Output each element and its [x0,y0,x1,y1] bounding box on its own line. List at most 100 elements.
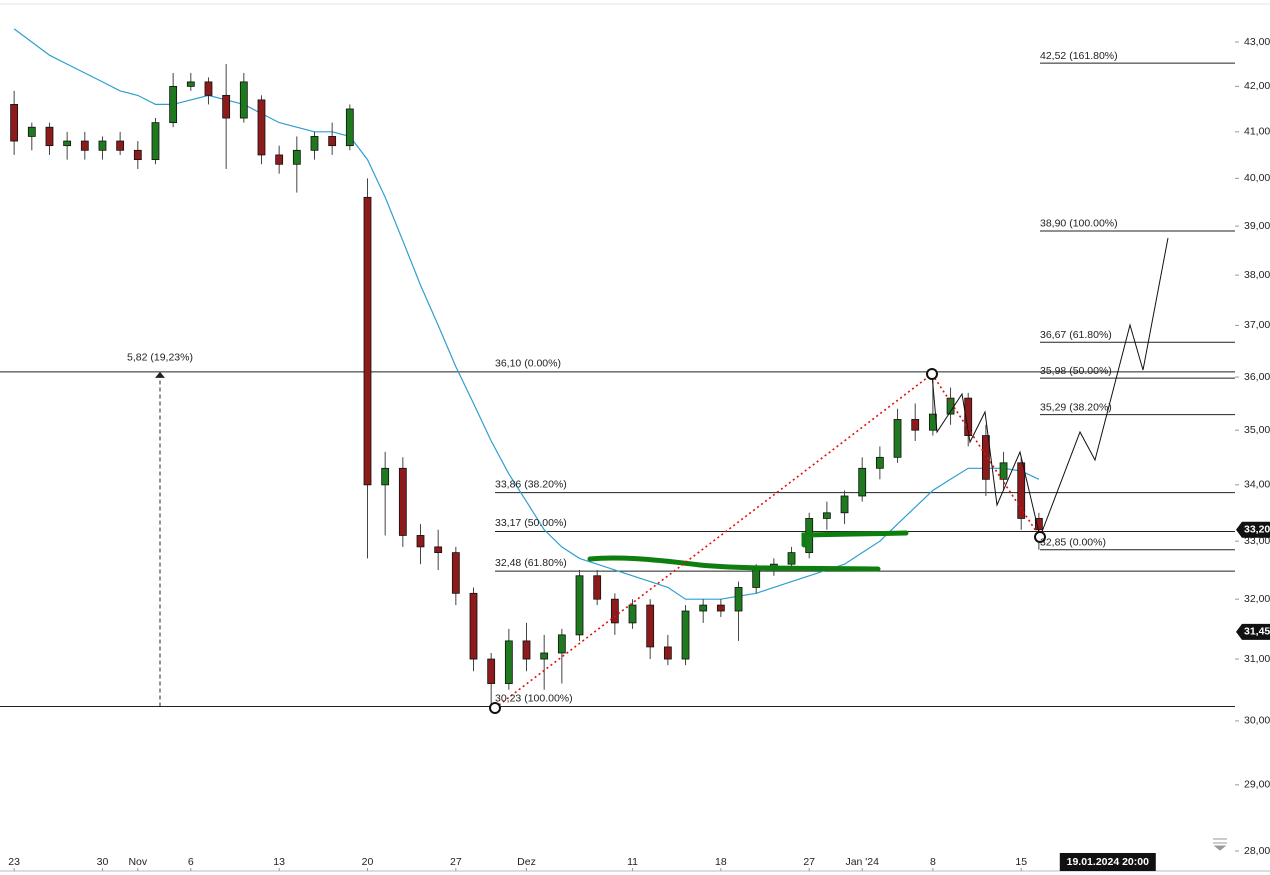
candle-body [328,136,337,147]
fib-label: 36,10 (0.00%) [495,358,561,370]
x-tick-label: Dez [517,856,536,868]
candle-body [540,652,549,660]
fib-label: 33,17 (50.00%) [495,517,567,529]
candle-body [593,575,602,600]
candle-body [1017,462,1026,519]
fib-label: 42,52 (161.80%) [1040,50,1118,62]
x-tick-label: 18 [715,856,727,868]
pivot [489,702,501,714]
candle-body [63,140,72,147]
pivot [1034,531,1046,543]
y-tick-label: 32,00 [1244,593,1270,605]
candle-body [345,108,354,147]
y-tick-label: 35,00 [1244,424,1270,436]
freehand-mark [587,555,881,572]
candle-body [292,149,301,165]
candle-body [45,126,54,147]
x-tick-label: 15 [1015,856,1027,868]
y-tick-label: 43,00 [1244,36,1270,48]
x-tick-label: 30 [97,856,109,868]
candle-body [186,81,195,87]
y-tick-label: 39,00 [1244,220,1270,232]
x-tick-label: 11 [627,856,638,868]
candle-body [575,575,584,636]
candle-body [416,535,425,548]
fib-label: 36,67 (61.80%) [1040,329,1112,341]
price-tag-label: 33,20 [1244,524,1270,536]
plot [0,28,1235,707]
pivot [926,368,938,380]
moving-average [13,28,1040,600]
zigzag [931,373,1041,538]
candle-body [699,604,708,612]
fib-label: 35,29 (38.20%) [1040,401,1112,413]
candle-body [893,419,902,458]
candle-body [133,149,142,161]
x-tick-label: 6 [188,856,194,868]
candle-body [381,467,390,486]
fib-label: 38,90 (100.00%) [1040,218,1118,230]
y-tick-label: 29,00 [1244,779,1270,791]
candle-body [504,640,513,684]
candle-body [257,99,266,156]
candle-body [752,569,761,588]
candle-body [858,467,867,497]
candle-body [716,604,725,612]
fib-label: 32,48 (61.80%) [495,557,567,569]
fib-label: 30,23 (100.00%) [495,692,573,704]
y-tick-label: 38,00 [1244,269,1270,281]
candle-body [80,140,89,151]
axes: 43,00 42,00 41,00 40,00 39,00 38,00 37,00 36,00… [8,36,1270,871]
candle-body [116,140,125,151]
y-tick-label: 37,00 [1244,319,1270,331]
projection [1039,237,1169,538]
candle-body [487,658,496,684]
y-tick-label: 28,00 [1244,845,1270,857]
candle-body [222,94,231,119]
pivot-line [494,372,1041,709]
price-tag-label: 31,45 [1244,626,1270,638]
candle-body [522,640,531,660]
candle-body [469,592,478,660]
candle-body [840,495,849,514]
candle-body [822,512,831,519]
candle-body [275,154,284,165]
y-tick-label: 40,00 [1244,172,1270,184]
price-tag [1236,623,1270,640]
candle-body [27,126,36,137]
x-tick-label: 27 [450,856,462,868]
x-tick-label: Jan '24 [845,856,879,868]
candle-body [964,397,973,436]
x-tick-label: 23 [8,856,20,868]
x-tick-label: Nov [128,856,147,868]
candle-body [981,435,990,480]
cursor-box [1059,853,1156,871]
y-tick-label: 41,00 [1244,126,1270,138]
fib-label: 33,86 (38.20%) [495,478,567,490]
candle-body [999,462,1008,480]
y-tick-label: 42,00 [1244,80,1270,92]
candle-body [875,456,884,469]
y-tick-label: 31,00 [1244,653,1270,665]
candle-body [628,604,637,624]
cursor-label: 19.01.2024 20:00 [1067,856,1149,868]
candle-body [310,136,319,151]
candle-body [734,587,743,612]
fib-label: 32,85 (0.00%) [1040,537,1106,549]
candle-body [681,610,690,660]
candle-body [610,598,619,624]
candle-body [204,81,213,96]
price-tag [1236,521,1270,538]
x-tick-label: 27 [803,856,815,868]
candle-body [451,552,460,594]
candle-body [98,140,107,151]
candle-body [557,634,566,654]
scroll-icon[interactable] [1213,838,1227,851]
candle-body [398,467,407,536]
candle-body [151,122,160,161]
candle-body [646,604,655,648]
measure-label: 5,82 (19,23%) [127,352,193,364]
candle-body [1034,518,1043,531]
